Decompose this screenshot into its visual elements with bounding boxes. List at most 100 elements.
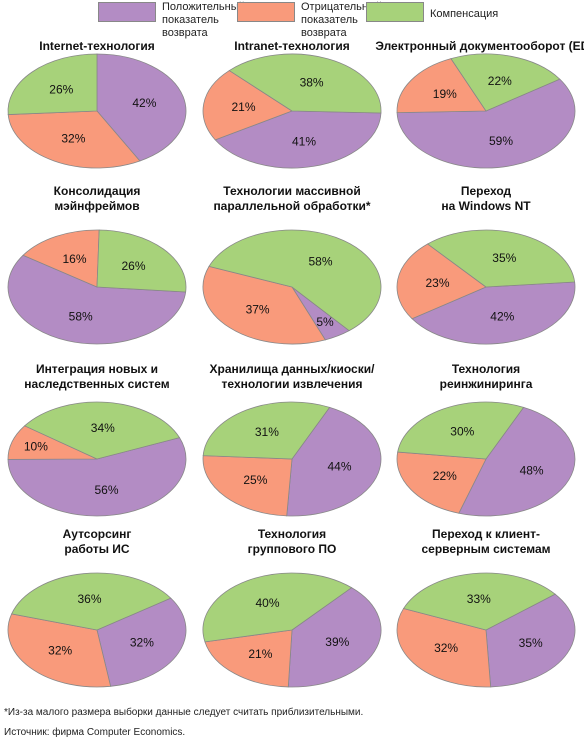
legend-label-positive: Положительный показатель возврата [162,1,245,39]
pie-slice-positive [287,587,382,688]
pie-slice-label: 44% [327,460,351,474]
pie-slice-negative [7,110,141,169]
pie-title: группового ПО [248,542,337,556]
pie-slice-label: 38% [300,75,324,89]
pie-slice-label: 40% [255,596,279,610]
legend-swatch-negative [237,2,295,22]
pie-title: мэйнфреймов [54,199,139,213]
pie-slice-compensation [402,572,556,631]
pie-slice-positive [485,593,576,688]
pie-slice-compensation [202,572,353,643]
pie-slice-negative [396,451,487,514]
pie-slice-negative [202,70,293,141]
pie-slice-positive [96,597,187,687]
pie-title: Технологии массивной [223,184,361,198]
pie-slice-label: 48% [520,463,544,477]
pie-slice-label: 58% [308,255,332,269]
pie-title: Intranet-технология [234,39,350,53]
pie-title: работы ИС [64,542,130,556]
pie-slice-label: 39% [325,635,349,649]
pie-title: Хранилища данных/киоски/ [210,362,376,376]
pie-slice-negative [396,58,487,113]
pie-title: параллельной обработки* [213,199,370,213]
pie-slice-label: 5% [316,315,334,329]
pie-chart: Internet-технология 42% 32% 26% [7,39,187,169]
pie-slice-positive [7,254,187,345]
pie-title: Электронный документооборот (EDI) [375,39,584,53]
source-note: Источник: фирма Computer Economics. [4,727,186,738]
pie-slice-positive [214,110,382,169]
pie-slice-label: 42% [132,96,156,110]
pie-title: Технология [452,362,520,376]
pie-slice-label: 31% [255,425,279,439]
pie-slice-compensation [11,572,172,631]
pie-chart: Переход к клиент-серверным системам 35% 32… [396,527,576,688]
legend-label-compensation: Компенсация [430,8,499,20]
pie-title: технологии извлечения [222,377,363,391]
pie-slice-label: 10% [24,440,48,454]
pie-slice-label: 37% [246,302,270,316]
pie-slice-label: 33% [467,592,491,606]
pie-slice-label: 58% [69,310,93,324]
pie-slice-negative [7,613,112,688]
pie-slice-label: 59% [489,134,513,148]
pie-slice-compensation [450,53,561,112]
pie-title: Internet-технология [39,39,155,53]
pie-slice-negative [202,265,326,345]
pie-slice-label: 22% [433,469,457,483]
pie-title: Консолидация [54,184,141,198]
pie-slice-label: 22% [488,74,512,88]
pie-title: наследственных систем [24,377,170,391]
pie-slice-label: 34% [91,421,115,435]
pie-slice-compensation [426,229,576,288]
pie-slice-label: 19% [433,87,457,101]
footnote-sample-size: *Из-за малого размера выборки данные сле… [4,707,364,718]
pie-slice-label: 32% [48,644,72,658]
pie-title: Интеграция новых и [36,362,158,376]
pie-title: Переход к клиент- [432,527,540,541]
pie-slice-negative [22,229,100,288]
pie-title: Технология [258,527,326,541]
pie-slice-compensation [7,53,98,115]
pie-slice-compensation [228,53,382,114]
legend-swatch-positive [98,2,156,22]
legend: Положительный показатель возврата Отрица… [0,0,584,40]
pie-slice-label: 56% [94,483,118,497]
pie-slice-negative [396,243,487,320]
pie-slice-negative [202,455,293,517]
pie-slice-label: 36% [77,592,101,606]
pie-slice-label: 42% [490,310,514,324]
pie-slice-compensation [208,229,382,332]
pie-chart: Электронный документооборот (EDI) 59% 19% 2… [375,39,584,169]
pie-slice-label: 41% [292,134,316,148]
pie-slice-label: 21% [231,100,255,114]
pie-slice-compensation [202,401,331,460]
pie-slice-label: 30% [450,425,474,439]
pie-title: Переход [461,184,512,198]
pie-slice-label: 26% [121,259,145,273]
pie-slice-compensation [96,229,187,293]
legend-label-negative: Отрицательный показатель возврата [301,1,382,39]
pie-chart: Хранилища данных/киоски/технологии извле… [202,362,382,517]
pie-slice-label: 26% [49,83,73,97]
pie-slice-positive [396,78,576,169]
pie-title: серверным системам [422,542,551,556]
pie-slice-compensation [397,401,525,460]
pie-chart: Intranet-технология 41% 21% 38% [202,39,382,169]
pie-slice-compensation [23,401,181,460]
pie-slice-positive [7,437,187,517]
legend-swatch-compensation [366,2,424,22]
pie-slice-label: 16% [62,252,86,266]
pie-slice-label: 32% [61,132,85,146]
pie-slice-label: 32% [434,641,458,655]
pie-slice-positive [96,53,187,162]
pie-slice-positive [458,406,576,517]
